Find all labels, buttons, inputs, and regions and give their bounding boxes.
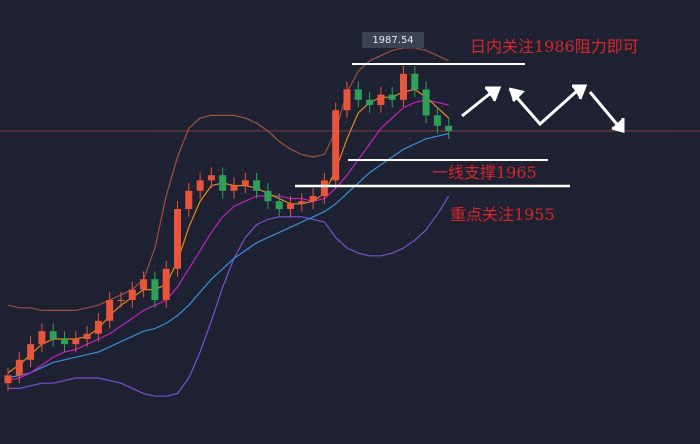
forecast-arrows	[461, 84, 625, 133]
indicator-line	[7, 133, 449, 379]
candle-body	[298, 201, 306, 204]
annotation: 重点关注1955	[450, 205, 555, 224]
plot	[4, 47, 453, 397]
candle-body	[422, 89, 430, 116]
candle-body	[196, 180, 204, 191]
candle-body	[117, 300, 125, 301]
candle-body	[207, 175, 215, 181]
candle-body	[15, 359, 23, 376]
candle-body	[230, 185, 238, 191]
candle-body	[264, 190, 272, 202]
candle-body	[94, 320, 102, 334]
indicator-line	[7, 99, 449, 382]
candle-body	[343, 89, 351, 111]
candle-body	[106, 300, 114, 321]
candle-body	[83, 333, 91, 339]
candle-body	[128, 289, 136, 300]
candle-body	[411, 73, 419, 90]
candle-body	[185, 190, 193, 209]
candle-body	[151, 279, 159, 300]
indicator-line	[8, 195, 450, 397]
indicator-line	[7, 47, 449, 311]
candle-body	[27, 344, 35, 360]
candle-body	[287, 203, 294, 209]
candle-body	[332, 110, 340, 181]
candle-body	[72, 339, 80, 345]
candle-body	[400, 73, 407, 100]
candle-body	[241, 180, 249, 186]
candle-body	[275, 201, 283, 209]
candle-body	[61, 339, 68, 345]
candle-body	[162, 268, 170, 300]
candle-body	[445, 125, 453, 131]
candle-body	[377, 94, 385, 105]
candle-body	[354, 89, 362, 100]
annotation: 一线支撑1965	[432, 163, 537, 182]
candle-body	[219, 175, 227, 191]
annotation: 日内关注1986阻力即可	[470, 37, 639, 56]
candle-body	[140, 279, 148, 290]
candle-body	[49, 331, 57, 339]
indicator-line	[7, 88, 450, 374]
candle-body	[309, 196, 317, 202]
candle-body	[433, 115, 441, 126]
candle-body	[38, 331, 46, 345]
candle-body	[174, 209, 181, 269]
candle-body	[366, 99, 374, 105]
price-tag: 1987.54	[372, 35, 413, 46]
price-tag-box	[362, 32, 424, 48]
candle-body	[388, 94, 396, 100]
candle-body	[253, 180, 261, 191]
candle-body	[320, 180, 328, 196]
candle-body	[4, 375, 12, 384]
